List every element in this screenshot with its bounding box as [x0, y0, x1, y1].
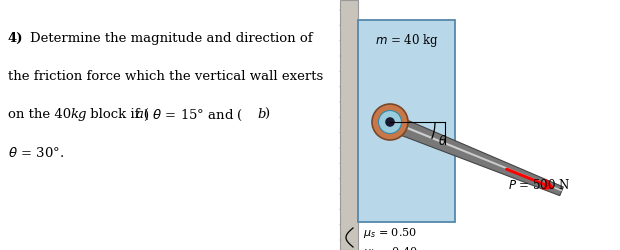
Polygon shape: [387, 114, 564, 196]
Text: $\mu_k$ = 0.40: $\mu_k$ = 0.40: [363, 245, 417, 250]
Text: b: b: [257, 108, 265, 121]
Text: Determine the magnitude and direction of: Determine the magnitude and direction of: [30, 32, 312, 45]
Text: ) $\theta$ = 15° and (: ) $\theta$ = 15° and (: [143, 108, 243, 123]
Circle shape: [385, 117, 395, 127]
Text: 4): 4): [8, 32, 24, 45]
Text: the friction force which the vertical wall exerts: the friction force which the vertical wa…: [8, 70, 323, 83]
Text: $\theta$ = 30°.: $\theta$ = 30°.: [8, 146, 64, 160]
Text: block if (: block if (: [86, 108, 149, 121]
Text: $P$ = 500 N: $P$ = 500 N: [508, 178, 570, 192]
Text: ): ): [265, 108, 270, 121]
Text: $m$ = 40 kg: $m$ = 40 kg: [374, 32, 438, 49]
Text: kg: kg: [71, 108, 87, 121]
Text: a: a: [136, 108, 144, 121]
Bar: [340, 0, 358, 250]
Circle shape: [378, 110, 402, 134]
Text: on the 40: on the 40: [8, 108, 76, 121]
Bar: [358, 20, 455, 222]
Text: $\mu_s$ = 0.50: $\mu_s$ = 0.50: [363, 226, 417, 240]
Text: θ: θ: [439, 134, 446, 147]
Polygon shape: [390, 120, 562, 192]
Circle shape: [372, 104, 408, 140]
